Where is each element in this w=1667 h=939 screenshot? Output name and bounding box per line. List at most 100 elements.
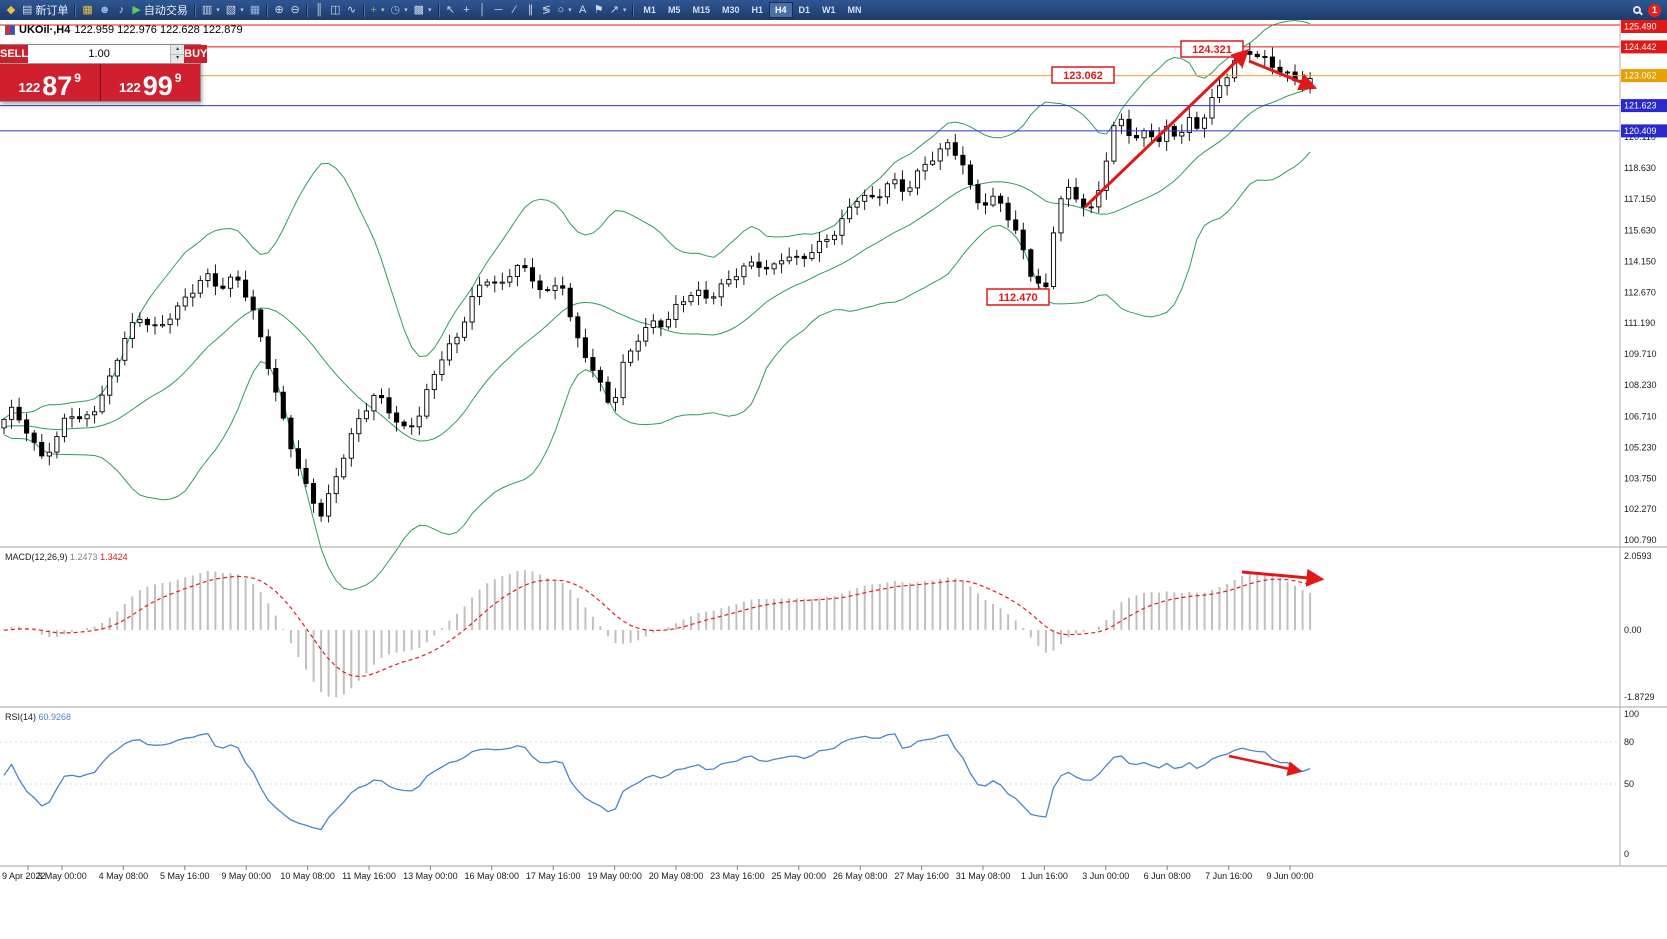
buy-price-panel[interactable]: 122 99 9 [99, 64, 200, 101]
bollinger-bands [3, 20, 1311, 591]
price-tag-label: 124.442 [1624, 42, 1657, 52]
vertical-line-tool-button[interactable]: │ [475, 1, 491, 19]
sell-price-pips: 87 [42, 71, 73, 102]
time-axis-label: 7 Jun 16:00 [1205, 871, 1252, 881]
periods-icon: ◷ [390, 3, 401, 16]
add-indicator-icon: + [370, 3, 377, 16]
timeframe-d1[interactable]: D1 [793, 2, 817, 18]
price-annotations[interactable]: 124.321 123.062 112.470 [986, 40, 1244, 306]
sell-price-panel[interactable]: 122 87 9 [0, 64, 100, 101]
accounts-button[interactable]: ☻ [96, 1, 114, 19]
horizontal-lines[interactable] [0, 24, 1620, 132]
panel-separators[interactable] [0, 20, 1667, 867]
volume-stepper: ▴ ▾ [28, 45, 185, 63]
sell-button[interactable]: SELL [0, 45, 29, 63]
buy-price-big: 122 [119, 80, 141, 95]
annotation-text: 123.062 [1063, 70, 1103, 82]
templates-button[interactable]: ▩ ▾ [411, 1, 435, 19]
timeframe-m15[interactable]: M15 [686, 2, 716, 18]
chevron-down-icon: ▾ [568, 7, 572, 14]
channel-tool-button[interactable]: ∥ [523, 1, 539, 19]
line-chart-icon: ∿ [346, 3, 357, 16]
price-axis-label: 115.630 [1624, 226, 1656, 236]
cursor-tool-button[interactable]: ↖ [443, 1, 459, 19]
time-axis-label: 26 May 08:00 [833, 871, 888, 881]
candlestick-chart-button[interactable]: ◫ [327, 1, 343, 19]
arrow-tool-icon: ↗ [609, 3, 619, 16]
volume-down-button[interactable]: ▾ [171, 54, 185, 63]
time-axis-label: 23 May 16:00 [710, 871, 765, 881]
toolbar-separator [437, 3, 440, 17]
trendline-tool-button[interactable]: ∕ [507, 1, 523, 19]
time-axis-label: 5 May 16:00 [160, 871, 210, 881]
time-axis-label: 3 Jun 00:00 [1082, 871, 1129, 881]
time-axis-label: 9 Jun 00:00 [1266, 871, 1313, 881]
auto-trading-button[interactable]: ▶ 自动交易 [129, 1, 190, 19]
zoom-out-button[interactable]: ⊖ [287, 1, 303, 19]
time-axis-label: 10 May 08:00 [280, 871, 335, 881]
search-button[interactable] [1629, 1, 1645, 19]
buy-button[interactable]: BUY [184, 45, 208, 63]
time-axis-label: 6 Jun 08:00 [1144, 871, 1191, 881]
timeframe-w1[interactable]: W1 [816, 2, 842, 18]
zoom-in-button[interactable]: ⊕ [271, 1, 287, 19]
rsi-label: RSI(14) 60.9268 [5, 712, 71, 722]
new-order-button[interactable]: ▤ 新订单 [19, 1, 71, 19]
toolbar-separator [362, 3, 365, 17]
sounds-button[interactable]: ♪ [113, 1, 129, 19]
macd-axis-label: 0.00 [1624, 625, 1642, 635]
annotation-text: 124.321 [1192, 44, 1232, 56]
time-axis-label: 1 Jun 16:00 [1021, 871, 1068, 881]
time-axis-label: 25 May 00:00 [772, 871, 827, 881]
timeframe-h4[interactable]: H4 [769, 2, 793, 18]
timeframe-m30[interactable]: M30 [716, 2, 746, 18]
shapes-tool-button[interactable]: ○ ▾ [555, 1, 575, 19]
toolbar-separator [632, 3, 635, 17]
tile-windows-button[interactable]: ▦ [247, 1, 263, 19]
top-toolbar: ◆ ▤ 新订单 ▦ ☻ ♪ ▶ 自动交易 ▥ ▾ ▧ ▾ ▦ ⊕ ⊖ ║ ◫ ∿ +… [0, 0, 1667, 20]
toolbar-separator [74, 3, 77, 17]
periods-button[interactable]: ◷ ▾ [387, 1, 410, 19]
notifications-button[interactable]: 1 [1645, 1, 1664, 19]
search-icon [1633, 6, 1641, 14]
price-axis-label: 109.710 [1624, 349, 1657, 359]
new-chart-button[interactable]: ▥ ▾ [199, 1, 223, 19]
market-watch-icon: ▦ [82, 3, 93, 16]
price-axis[interactable]: 120.110118.630117.150115.630114.150112.6… [1621, 20, 1667, 859]
volume-up-button[interactable]: ▴ [171, 45, 185, 55]
horizontal-line-icon: ─ [494, 3, 503, 16]
toolbar-separator [266, 3, 269, 17]
profiles-button[interactable]: ▧ ▾ [223, 1, 247, 19]
annotation-box [1051, 66, 1115, 84]
annotation-text: 112.470 [998, 292, 1037, 304]
rsi-line [3, 732, 1311, 831]
zoom-in-icon: ⊕ [274, 3, 284, 16]
timeframe-mn[interactable]: MN [842, 2, 868, 18]
volume-input[interactable] [28, 45, 171, 63]
new-chart-icon: ▥ [201, 3, 213, 16]
line-chart-button[interactable]: ∿ [344, 1, 360, 19]
market-watch-button[interactable]: ▦ [79, 1, 95, 19]
price-tag [1621, 69, 1667, 83]
timeframe-m1[interactable]: M1 [637, 2, 662, 18]
bar-chart-button[interactable]: ║ [311, 1, 327, 19]
fibonacci-tool-button[interactable]: ≶ [539, 1, 555, 19]
timeframe-m5[interactable]: M5 [662, 2, 687, 18]
arrow-tool-button[interactable]: ↗ ▾ [607, 1, 630, 19]
trend-arrows[interactable] [1083, 48, 1325, 776]
label-tool-button[interactable]: ⚑ [591, 1, 607, 19]
channel-icon: ∥ [527, 3, 534, 16]
timeframe-h1[interactable]: H1 [745, 2, 769, 18]
crosshair-tool-button[interactable]: + [459, 1, 475, 19]
chevron-down-icon: ▾ [428, 7, 432, 14]
add-indicator-button[interactable]: + ▾ [368, 1, 388, 19]
price-axis-label: 108.230 [1624, 380, 1657, 390]
horizontal-line-tool-button[interactable]: ─ [491, 1, 507, 19]
bar-chart-icon: ║ [315, 3, 323, 16]
text-tool-button[interactable]: A [575, 1, 591, 19]
chart-canvas[interactable]: 120.110118.630117.150115.630114.150112.6… [0, 20, 1667, 939]
macd-signal-line [3, 575, 1311, 678]
rsi-panel [3, 732, 1311, 831]
price-axis-label: 112.670 [1624, 287, 1656, 297]
